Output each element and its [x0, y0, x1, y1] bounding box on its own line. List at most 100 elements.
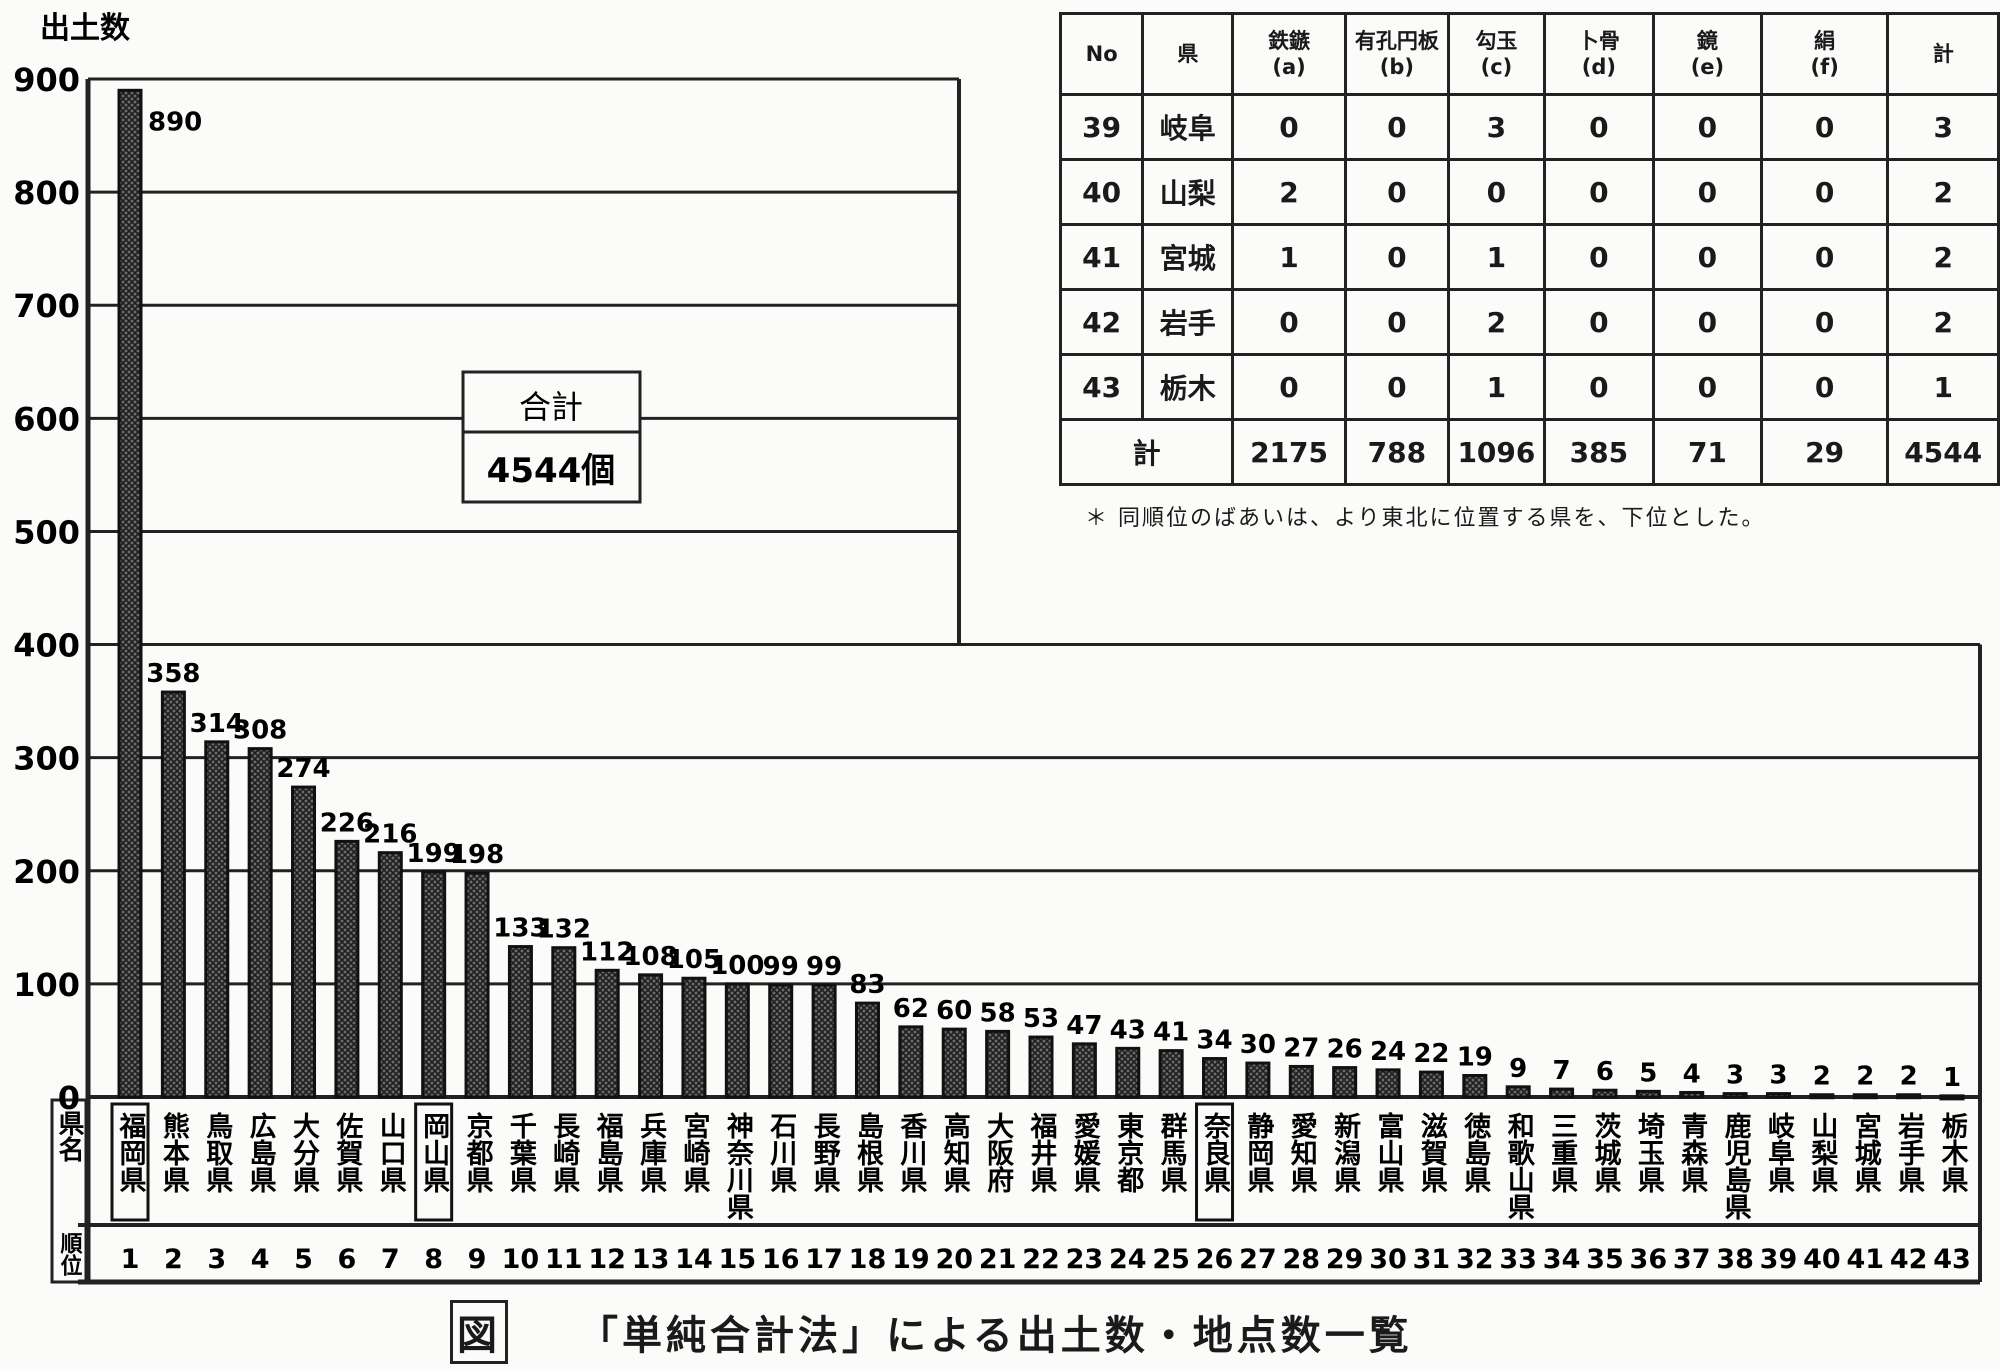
bar [1071, 1042, 1097, 1099]
rank-label: 26 [1196, 1244, 1234, 1275]
bar-value-label: 100 [710, 951, 764, 981]
rank-label: 10 [502, 1244, 540, 1275]
bar-value-label: 41 [1153, 1018, 1189, 1048]
category-label: 山口県 [375, 1112, 407, 1193]
rank-label: 42 [1890, 1244, 1928, 1275]
table-cell: 0 [1542, 353, 1655, 421]
category-label: 高知県 [939, 1111, 971, 1193]
row-label-rank: 順位 [57, 1232, 83, 1276]
bar-value-label: 133 [493, 914, 547, 944]
bar [507, 945, 533, 1099]
table-cell: 0 [1231, 93, 1347, 161]
bar-value-label: 105 [667, 945, 721, 975]
category-label: 群馬県 [1156, 1112, 1188, 1193]
category-label: 埼玉県 [1633, 1112, 1665, 1193]
bar-value-label: 58 [980, 998, 1016, 1028]
bar [1375, 1068, 1401, 1099]
table-cell: 栃木 [1141, 353, 1235, 421]
table-cell: 39 [1058, 93, 1145, 161]
table-cell: 0 [1651, 223, 1763, 291]
table-cell: 0 [1759, 288, 1890, 356]
rank-label: 37 [1673, 1244, 1711, 1275]
table-cell: 41 [1058, 223, 1145, 291]
table-cell: 0 [1651, 288, 1763, 356]
rank-label: 17 [805, 1244, 843, 1275]
row-label-prefecture: 県名 [54, 1110, 84, 1162]
bar-value-label: 6 [1596, 1057, 1614, 1087]
bar [1635, 1089, 1661, 1099]
bar-value-label: 1 [1943, 1063, 1961, 1093]
bars [117, 88, 1965, 1101]
category-label: 栃木県 [1937, 1112, 1970, 1193]
bar-value-label: 358 [146, 659, 200, 689]
rank-label: 8 [424, 1244, 443, 1275]
bar-value-label: 108 [623, 942, 677, 972]
table-cell: 岐阜 [1141, 93, 1235, 161]
rank-label: 16 [762, 1244, 800, 1275]
table-row: 41 宮城 1 0 1 0 0 0 2 [1058, 223, 2000, 291]
caption-text: 「単純合計法」による出土数・地点数一覧 [578, 1313, 1413, 1359]
category-label: 大分県 [288, 1112, 320, 1193]
bar [724, 982, 750, 1099]
rank-label: 29 [1326, 1244, 1364, 1275]
bar [1809, 1093, 1835, 1100]
table-cell: 0 [1343, 223, 1451, 291]
bar-value-label: 22 [1413, 1039, 1449, 1069]
summary-table: No 県鉄鏃 (a) 有孔円板 (b) 勾玉 (c) 卜骨 (d) 鏡 (e) 絹 (f) 計… [1058, 12, 2000, 486]
bar [421, 870, 447, 1099]
rank-label: 28 [1282, 1244, 1320, 1275]
row-label-box [50, 1098, 88, 1284]
category-label: 宮城県 [1850, 1111, 1882, 1193]
bar-value-label: 27 [1283, 1033, 1319, 1063]
table-row: 40 山梨 2 0 0 0 0 0 2 [1058, 158, 2000, 226]
table-cell: 山梨 [1141, 158, 1235, 226]
table-cell: 2 [1447, 288, 1546, 356]
table-cell: 1 [1886, 353, 2000, 421]
table-cell: 0 [1542, 93, 1655, 161]
bar [1245, 1061, 1271, 1099]
category-label: 石川県 [765, 1112, 798, 1193]
table-cell: 2 [1886, 223, 2000, 291]
table-header-cell: 計 [1886, 12, 2000, 96]
bar-value-label: 2 [1900, 1062, 1918, 1092]
table-cell: 2 [1231, 158, 1347, 226]
bar-value-label: 99 [763, 952, 799, 982]
table-header-cell: 県 [1141, 12, 1235, 96]
rank-label: 5 [294, 1244, 313, 1275]
bar-value-label: 9 [1509, 1054, 1527, 1084]
bar [898, 1025, 924, 1099]
rank-label: 35 [1586, 1244, 1624, 1275]
category-label: 熊本県 [158, 1111, 190, 1193]
rank-label: 20 [935, 1244, 973, 1275]
rank-label: 21 [979, 1244, 1017, 1275]
rank-label: 24 [1109, 1244, 1147, 1275]
rank-label: 2 [164, 1244, 183, 1275]
table-header-cell: 鏡 (e) [1651, 12, 1763, 96]
category-label: 青森県 [1676, 1112, 1708, 1193]
category-label: 佐賀県 [331, 1112, 364, 1193]
bar [854, 1001, 880, 1099]
bar [1418, 1070, 1444, 1099]
highlight-box [110, 1102, 150, 1222]
table-cell: 0 [1542, 288, 1655, 356]
y-axis-title: 出土数 [40, 11, 131, 46]
table-cell: 0 [1231, 288, 1347, 356]
category-label: 和歌山県 [1503, 1112, 1535, 1220]
rank-label: 30 [1369, 1244, 1407, 1275]
rank-label: 25 [1152, 1244, 1190, 1275]
bar [985, 1029, 1011, 1099]
rank-label: 43 [1933, 1244, 1971, 1275]
bar-value-label: 2 [1856, 1062, 1874, 1092]
table-cell: 0 [1542, 158, 1655, 226]
y-tick-label: 500 [13, 513, 80, 551]
table-total-cell: 29 [1759, 418, 1890, 486]
rank-label: 34 [1543, 1244, 1581, 1275]
y-tick-label: 300 [13, 740, 80, 778]
table-note: ＊ 同順位のばあいは、より東北に位置する県を、下位とした。 [1085, 506, 1766, 531]
table-cell: 2 [1886, 158, 2000, 226]
bar [811, 983, 837, 1099]
gridlines [50, 77, 1982, 1285]
table-cell: 0 [1542, 223, 1655, 291]
category-label: 大阪府 [982, 1112, 1014, 1194]
